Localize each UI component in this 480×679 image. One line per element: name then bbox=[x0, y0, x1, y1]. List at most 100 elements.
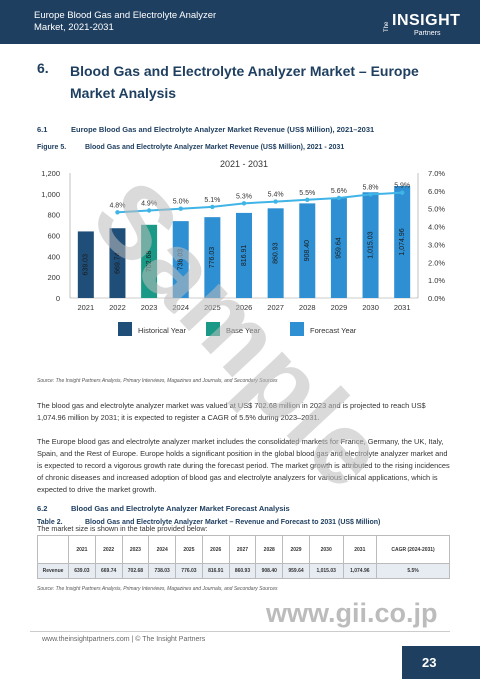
bar-value-label: 738.03 bbox=[178, 249, 185, 271]
growth-label: 4.9% bbox=[141, 201, 157, 208]
bar-value-label: 639.03 bbox=[83, 254, 90, 276]
y-left-tick-label: 800 bbox=[47, 211, 60, 220]
bar-value-label: 1,015.03 bbox=[367, 231, 374, 258]
y-left-tick-label: 1,200 bbox=[41, 169, 60, 178]
revenue-chart: 2021 - 2031 0 200 400 600 800 1,000 1,200 0.0% 1.… bbox=[41, 159, 445, 336]
growth-label: 5.4% bbox=[268, 192, 284, 199]
y-right-tick-label: 0.0% bbox=[428, 294, 445, 303]
bar-value-label: 702.68 bbox=[146, 251, 153, 273]
table-cell: 1,015.03 bbox=[308, 563, 344, 579]
table-header-cell: 2022 bbox=[94, 535, 123, 564]
bar-value-label: 959.64 bbox=[336, 237, 343, 259]
footer-divider bbox=[30, 631, 450, 632]
table-label: Table 2. bbox=[37, 519, 63, 526]
chart-title: 2021 - 2031 bbox=[220, 159, 268, 169]
table-row: Revenue 639.03 669.74 702.68 738.03 776.03 816… bbox=[37, 563, 450, 579]
table-cell: 5.5% bbox=[376, 563, 450, 579]
x-tick-label: 2024 bbox=[172, 303, 189, 312]
bar bbox=[330, 198, 347, 298]
table-header-cell: 2025 bbox=[175, 535, 203, 564]
x-tick-label: 2031 bbox=[394, 303, 411, 312]
growth-point bbox=[305, 197, 310, 202]
logo-partners: Partners bbox=[414, 30, 441, 37]
paragraph-europe-overview: The Europe blood gas and electrolyte ana… bbox=[37, 437, 450, 494]
legend-label: Base Year bbox=[226, 326, 261, 335]
y-right-tick-label: 2.0% bbox=[428, 258, 445, 267]
page-header: Europe Blood Gas and Electrolyte Analyze… bbox=[0, 0, 480, 44]
bar-value-label: 1,074.96 bbox=[399, 228, 406, 255]
table-header-cell: 2027 bbox=[228, 535, 257, 564]
growth-label: 5.3% bbox=[236, 193, 252, 200]
logo-insight: INSIGHT bbox=[392, 12, 461, 29]
table-header-cell: 2031 bbox=[342, 535, 378, 564]
table-title: Blood Gas and Electrolyte Analyzer Marke… bbox=[85, 519, 381, 526]
bar-value-label: 908.40 bbox=[304, 240, 311, 262]
bar-value-label: 669.74 bbox=[114, 252, 121, 274]
table-source: Source: The Insight Partners Analysis, P… bbox=[37, 586, 278, 592]
y-left-tick-label: 600 bbox=[47, 232, 60, 241]
subsection-title: Blood Gas and Electrolyte Analyzer Marke… bbox=[71, 504, 290, 513]
legend-swatch bbox=[290, 322, 304, 336]
legend-swatch bbox=[206, 322, 220, 336]
table-header-cell: 2026 bbox=[201, 535, 230, 564]
legend-swatch bbox=[118, 322, 132, 336]
section-number: 6. bbox=[37, 60, 49, 76]
growth-label: 5.0% bbox=[173, 199, 189, 206]
y-left-tick-label: 0 bbox=[56, 294, 60, 303]
x-tick-label: 2029 bbox=[331, 303, 348, 312]
bar bbox=[77, 231, 94, 298]
table-header-cell: 2024 bbox=[148, 535, 177, 564]
section-title: Blood Gas and Electrolyte Analyzer Marke… bbox=[70, 63, 419, 101]
table-header-cell: CAGR (2024-2031) bbox=[376, 535, 450, 564]
growth-point bbox=[241, 201, 247, 206]
growth-point bbox=[368, 192, 373, 197]
table-header-cell: 2021 bbox=[68, 535, 96, 564]
growth-label: 4.8% bbox=[109, 202, 125, 209]
bar-value-label: 860.93 bbox=[272, 242, 279, 264]
page-number: 23 bbox=[422, 655, 437, 670]
growth-label: 5.1% bbox=[204, 197, 220, 204]
bar bbox=[109, 228, 126, 298]
x-tick-label: 2021 bbox=[77, 303, 94, 312]
header-title: Europe Blood Gas and Electrolyte Analyze… bbox=[34, 10, 217, 33]
growth-point bbox=[146, 208, 152, 213]
x-tick-label: 2027 bbox=[267, 303, 284, 312]
bar-value-label: 816.91 bbox=[241, 245, 248, 267]
figure-source: Source: The Insight Partners Analysis, P… bbox=[37, 378, 278, 384]
growth-point bbox=[399, 190, 405, 195]
y-right-tick-label: 4.0% bbox=[428, 223, 445, 232]
growth-point bbox=[210, 204, 215, 210]
legend-label: Historical Year bbox=[138, 326, 186, 335]
growth-label: 5.6% bbox=[331, 188, 347, 195]
logo-the: The bbox=[384, 21, 390, 32]
y-left-tick-label: 1,000 bbox=[41, 190, 60, 199]
bar-value-label: 776.03 bbox=[209, 247, 216, 269]
paragraph-table-intro: The market size is shown in the table pr… bbox=[37, 524, 208, 533]
x-tick-label: 2022 bbox=[109, 303, 126, 312]
table-cell: 639.03 bbox=[68, 563, 96, 579]
table-cell: 702.68 bbox=[121, 563, 150, 579]
bar bbox=[204, 217, 221, 298]
table-header-blank bbox=[37, 535, 69, 564]
table-header-row: 2021 2022 2023 2024 2025 2026 2027 2028 2029 2030… bbox=[37, 535, 450, 564]
x-tick-label: 2023 bbox=[141, 303, 158, 312]
bar bbox=[299, 203, 316, 298]
growth-label: 5.8% bbox=[363, 184, 379, 191]
growth-point bbox=[336, 195, 342, 201]
figure-title: Blood Gas and Electrolyte Analyzer Marke… bbox=[85, 144, 345, 151]
watermark-url: www.gii.co.jp bbox=[266, 598, 438, 628]
subsection-number: 6.1 bbox=[37, 125, 48, 134]
table-cell: 738.03 bbox=[148, 563, 177, 579]
y-right-tick-label: 3.0% bbox=[428, 240, 445, 249]
subsection-title: Europe Blood Gas and Electrolyte Analyze… bbox=[71, 125, 375, 134]
table-header-cell: 2029 bbox=[282, 535, 310, 564]
bar bbox=[394, 186, 411, 298]
x-tick-label: 2025 bbox=[204, 303, 221, 312]
forecast-table: 2021 2022 2023 2024 2025 2026 2027 2028 2029 2030… bbox=[37, 535, 450, 579]
table-cell: 1,074.96 bbox=[342, 563, 378, 579]
growth-point bbox=[273, 199, 278, 204]
figure-label: Figure 5. bbox=[37, 144, 67, 151]
bar bbox=[236, 212, 252, 298]
legend-label: Forecast Year bbox=[310, 326, 357, 335]
y-left-tick-label: 200 bbox=[47, 273, 60, 282]
